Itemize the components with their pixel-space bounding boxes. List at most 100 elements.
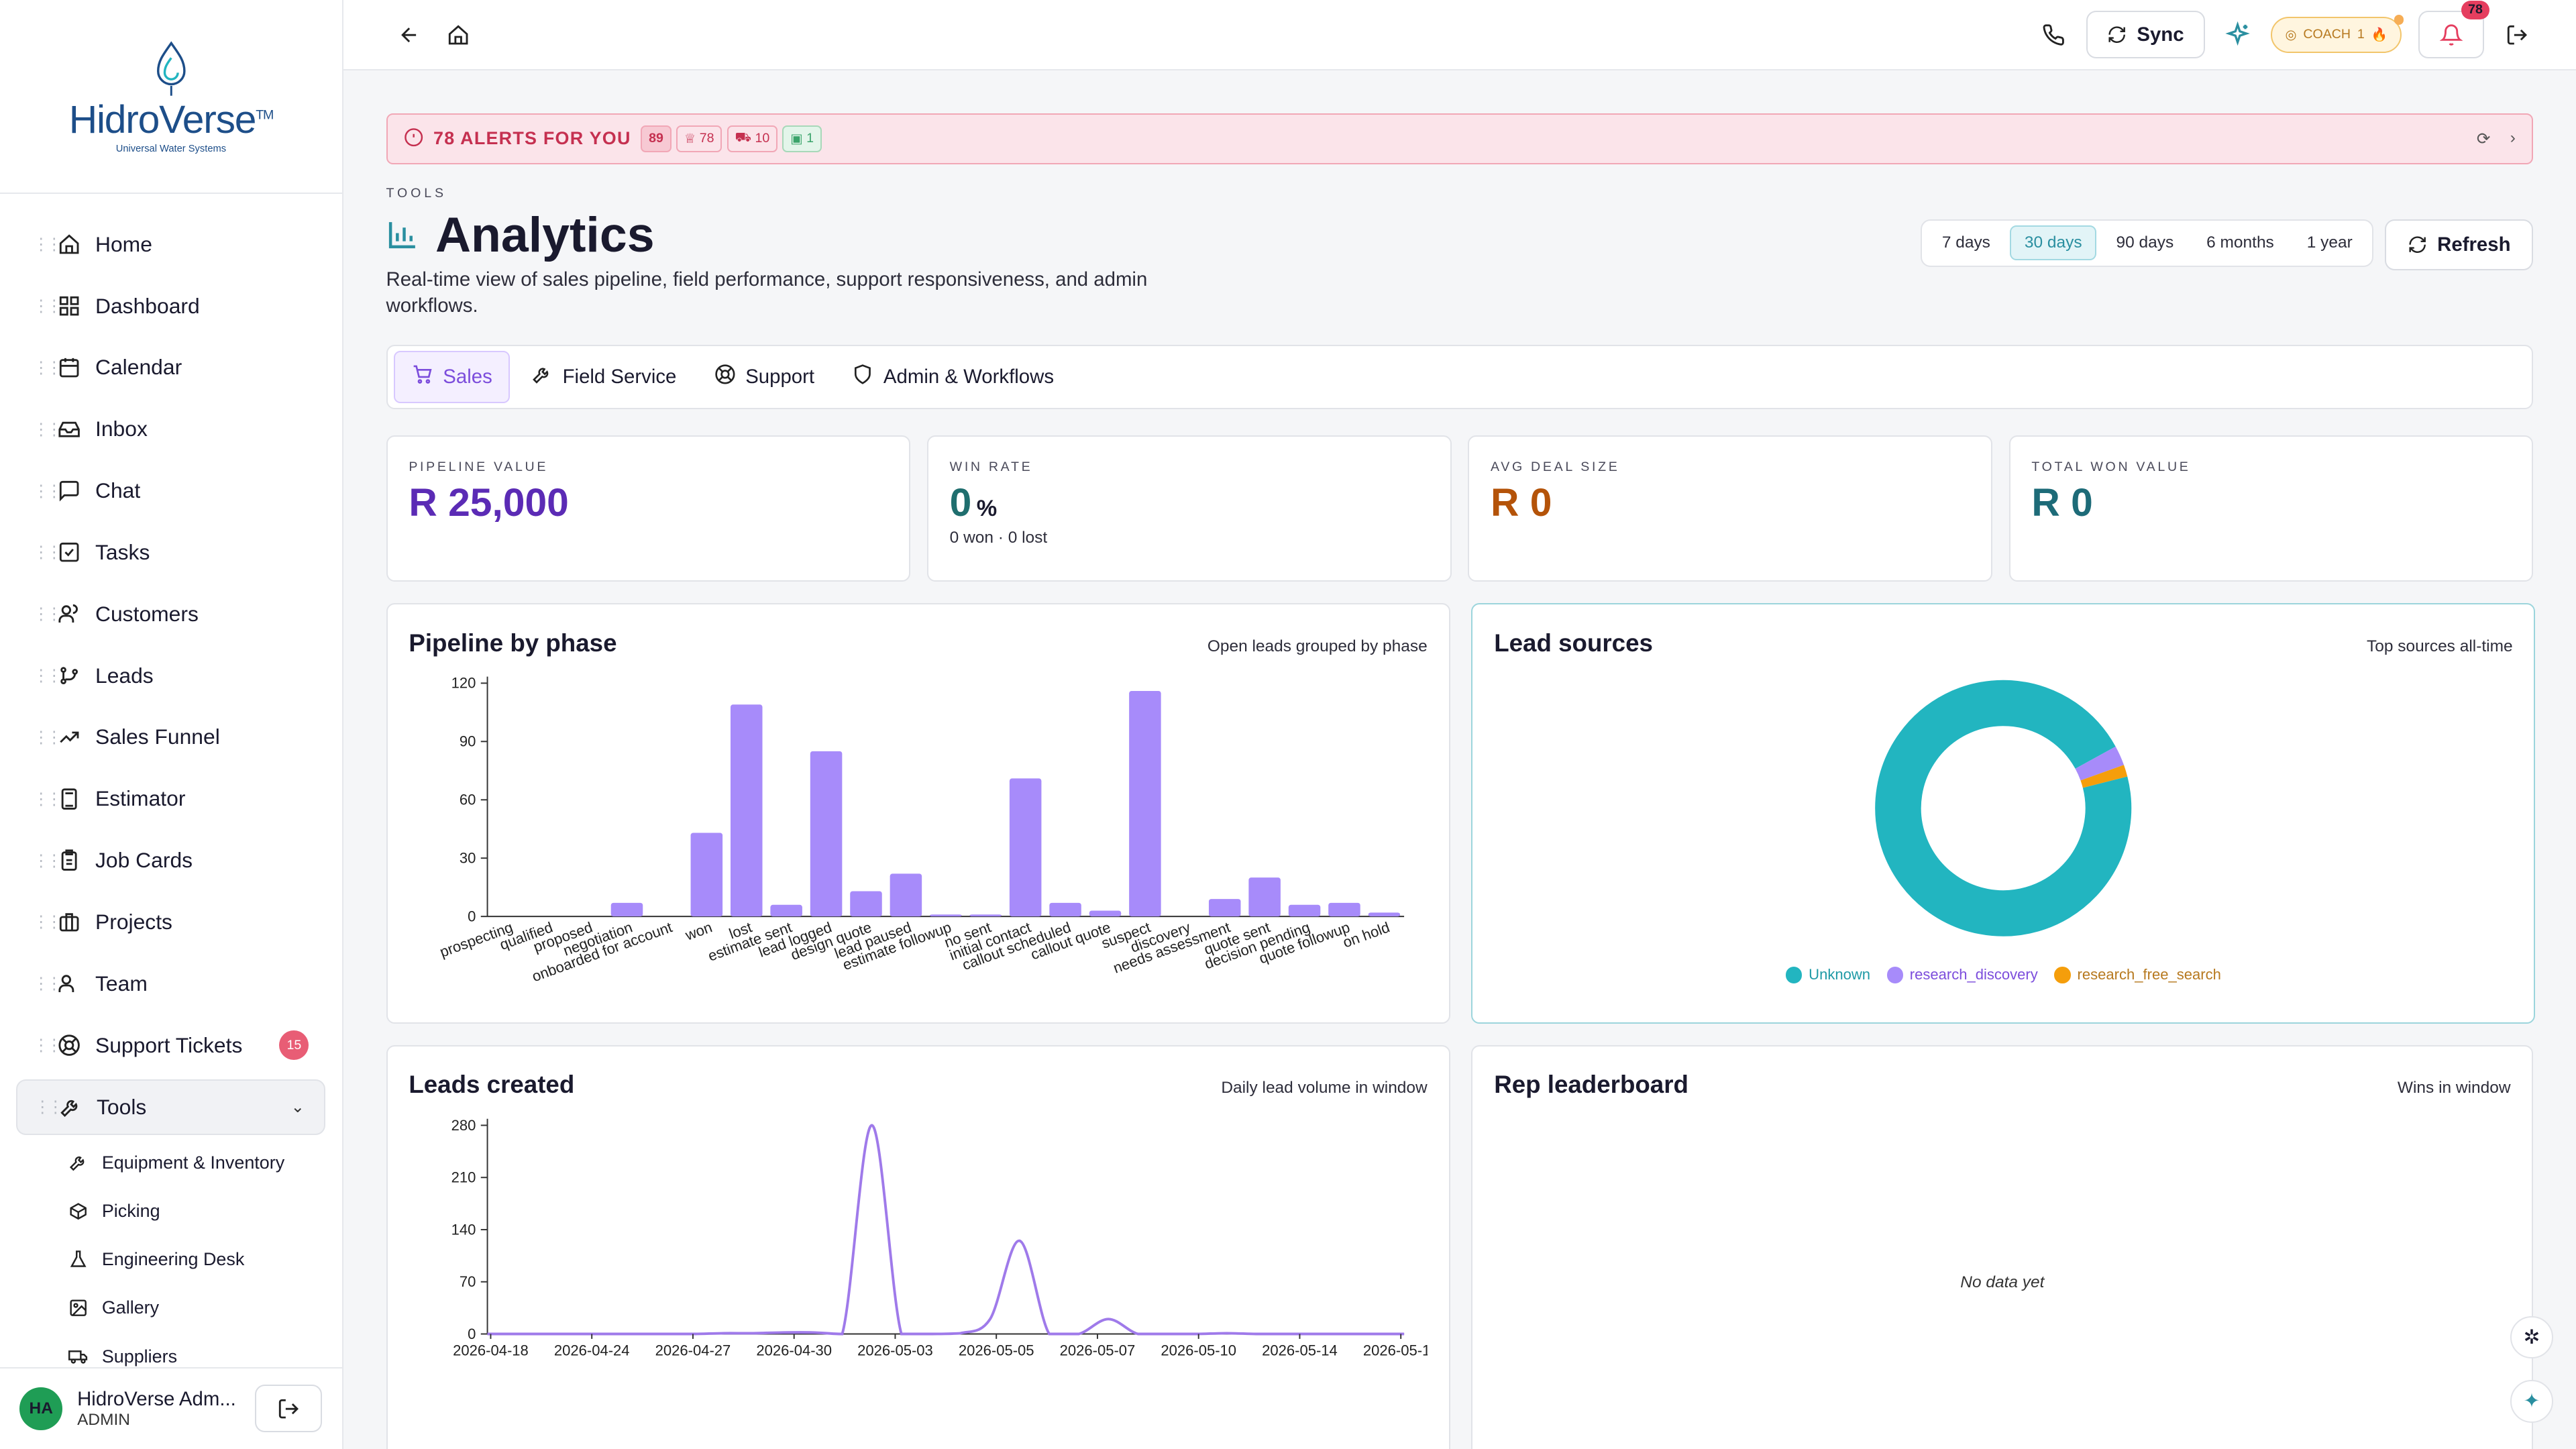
sidebar-item-tools[interactable]: ⋮⋮ Tools ⌄	[16, 1079, 326, 1136]
sidebar-item-estimator[interactable]: ⋮⋮ Estimator	[0, 768, 342, 830]
bar[interactable]	[770, 905, 803, 917]
subitem-label: Picking	[101, 1200, 160, 1221]
bar[interactable]	[611, 903, 643, 917]
range-option[interactable]: 30 days	[2010, 225, 2097, 260]
drag-handle-icon[interactable]: ⋮⋮	[32, 297, 62, 316]
tab-sales[interactable]: Sales	[394, 351, 511, 404]
bar[interactable]	[850, 891, 883, 917]
legend-item[interactable]: research_discovery	[1886, 966, 2038, 983]
drag-handle-icon[interactable]: ⋮⋮	[32, 605, 62, 624]
chevron-down-icon[interactable]: ⌄	[290, 1098, 305, 1117]
y-tick-label: 140	[451, 1221, 476, 1238]
drag-handle-icon[interactable]: ⋮⋮	[32, 851, 62, 870]
tab-support[interactable]: Support	[698, 352, 830, 402]
refresh-button[interactable]: Refresh	[2385, 219, 2534, 270]
drag-handle-icon[interactable]: ⋮⋮	[32, 482, 62, 500]
sidebar-item-label: Team	[95, 971, 148, 996]
exit-icon[interactable]	[2500, 18, 2533, 51]
range-option[interactable]: 6 months	[2206, 233, 2274, 252]
bar[interactable]	[1289, 905, 1321, 917]
drag-handle-icon[interactable]: ⋮⋮	[32, 235, 62, 254]
assistant-button[interactable]: ✦	[2510, 1380, 2553, 1423]
bar[interactable]	[930, 914, 962, 917]
tab-label: Admin & Workflows	[883, 366, 1055, 388]
bar[interactable]	[1049, 903, 1082, 917]
sidebar-item-tasks[interactable]: ⋮⋮ Tasks	[0, 521, 342, 583]
sidebar-item-support-tickets[interactable]: ⋮⋮ Support Tickets 15	[0, 1014, 342, 1076]
sidebar-item-inbox[interactable]: ⋮⋮ Inbox	[0, 398, 342, 460]
bug-report-button[interactable]: ✲	[2510, 1316, 2553, 1359]
leads-created-card: Leads created Daily lead volume in windo…	[386, 1044, 1450, 1449]
range-option[interactable]: 1 year	[2306, 233, 2353, 252]
donut-slice[interactable]	[2080, 765, 2128, 789]
bar[interactable]	[1209, 899, 1241, 917]
back-arrow-icon[interactable]	[392, 18, 425, 51]
sidebar-item-leads[interactable]: ⋮⋮ Leads	[0, 645, 342, 706]
drag-handle-icon[interactable]: ⋮⋮	[32, 913, 62, 932]
drag-handle-icon[interactable]: ⋮⋮	[32, 358, 62, 377]
drag-handle-icon[interactable]: ⋮⋮	[32, 975, 62, 994]
bar[interactable]	[890, 873, 922, 917]
home-icon[interactable]	[442, 18, 475, 51]
drag-handle-icon[interactable]: ⋮⋮	[32, 420, 62, 439]
tools-subitem[interactable]: Gallery	[0, 1284, 342, 1332]
sparkle-icon[interactable]	[2221, 18, 2254, 51]
sidebar-item-chat[interactable]: ⋮⋮ Chat	[0, 460, 342, 522]
line-series[interactable]	[487, 1124, 1405, 1336]
tools-subitem[interactable]: Equipment & Inventory	[0, 1138, 342, 1187]
sidebar-item-job-cards[interactable]: ⋮⋮ Job Cards	[0, 830, 342, 892]
donut-slice[interactable]	[2075, 747, 2125, 782]
tools-subitem[interactable]: Engineering Desk	[0, 1235, 342, 1283]
donut-slice[interactable]	[1875, 680, 2132, 936]
notifications-button[interactable]: 78	[2418, 1, 2489, 59]
sidebar-item-customers[interactable]: ⋮⋮ Customers	[0, 583, 342, 645]
donut-legend: Unknown research_discovery research_free_s…	[1494, 966, 2512, 983]
drag-handle-icon[interactable]: ⋮⋮	[32, 790, 62, 808]
drag-handle-icon[interactable]: ⋮⋮	[32, 543, 62, 562]
tab-admin-workflows[interactable]: Admin & Workflows	[836, 352, 1071, 402]
sidebar-item-sales-funnel[interactable]: ⋮⋮ Sales Funnel	[0, 706, 342, 768]
kpi-label: AVG DEAL SIZE	[1491, 460, 1620, 475]
coach-badge[interactable]: ◎ COACH 1 🔥	[2270, 14, 2404, 53]
bar[interactable]	[690, 833, 723, 917]
sync-button[interactable]: Sync	[2086, 11, 2205, 59]
bell-icon	[2439, 23, 2463, 46]
legend-item[interactable]: Unknown	[1785, 966, 1870, 983]
tools-subitem[interactable]: Suppliers	[0, 1332, 342, 1367]
refresh-icon[interactable]: ⟳	[2476, 129, 2491, 148]
bar[interactable]	[1129, 691, 1161, 917]
sidebar-item-label: Leads	[95, 663, 154, 688]
user-role: ADMIN	[77, 1410, 130, 1429]
tab-field-service[interactable]: Field Service	[515, 352, 693, 402]
sidebar-item-dashboard[interactable]: ⋮⋮ Dashboard	[0, 275, 342, 337]
bar[interactable]	[1368, 912, 1401, 917]
bar[interactable]	[731, 704, 763, 917]
range-option[interactable]: 7 days	[1941, 233, 1990, 252]
drag-handle-icon[interactable]: ⋮⋮	[32, 728, 62, 747]
bar[interactable]	[1010, 778, 1042, 917]
bar[interactable]	[1328, 903, 1361, 917]
bar[interactable]	[810, 751, 843, 917]
sidebar-item-team[interactable]: ⋮⋮ Team	[0, 953, 342, 1014]
bar[interactable]	[1089, 910, 1122, 917]
drag-handle-icon[interactable]: ⋮⋮	[34, 1098, 64, 1117]
refresh-icon	[2108, 26, 2126, 43]
legend-item[interactable]: research_free_search	[2054, 966, 2221, 983]
sidebar-item-projects[interactable]: ⋮⋮ Projects	[0, 891, 342, 953]
brand-logo[interactable]: HidroVerseTM Universal Water Systems	[0, 0, 342, 194]
bar[interactable]	[969, 914, 1002, 917]
avatar[interactable]: HA	[19, 1387, 63, 1430]
chevron-right-icon[interactable]: ›	[2510, 128, 2516, 147]
drag-handle-icon[interactable]: ⋮⋮	[32, 1036, 62, 1055]
phone-icon[interactable]	[2037, 18, 2070, 51]
range-option[interactable]: 90 days	[2116, 233, 2174, 252]
subitem-label: Suppliers	[101, 1346, 178, 1366]
alerts-banner[interactable]: 78 ALERTS FOR YOU 89 ♕ 78 ⛟ 10 ▣ 1 ⟳ ›	[386, 113, 2534, 164]
drag-handle-icon[interactable]: ⋮⋮	[32, 667, 62, 686]
sidebar-item-calendar[interactable]: ⋮⋮ Calendar	[0, 337, 342, 398]
sidebar-item-home[interactable]: ⋮⋮ Home	[0, 213, 342, 275]
logout-button[interactable]	[255, 1385, 323, 1433]
bar[interactable]	[1248, 877, 1281, 917]
tools-subitem[interactable]: Picking	[0, 1187, 342, 1235]
brand-name: HidroVerseTM	[68, 98, 274, 142]
